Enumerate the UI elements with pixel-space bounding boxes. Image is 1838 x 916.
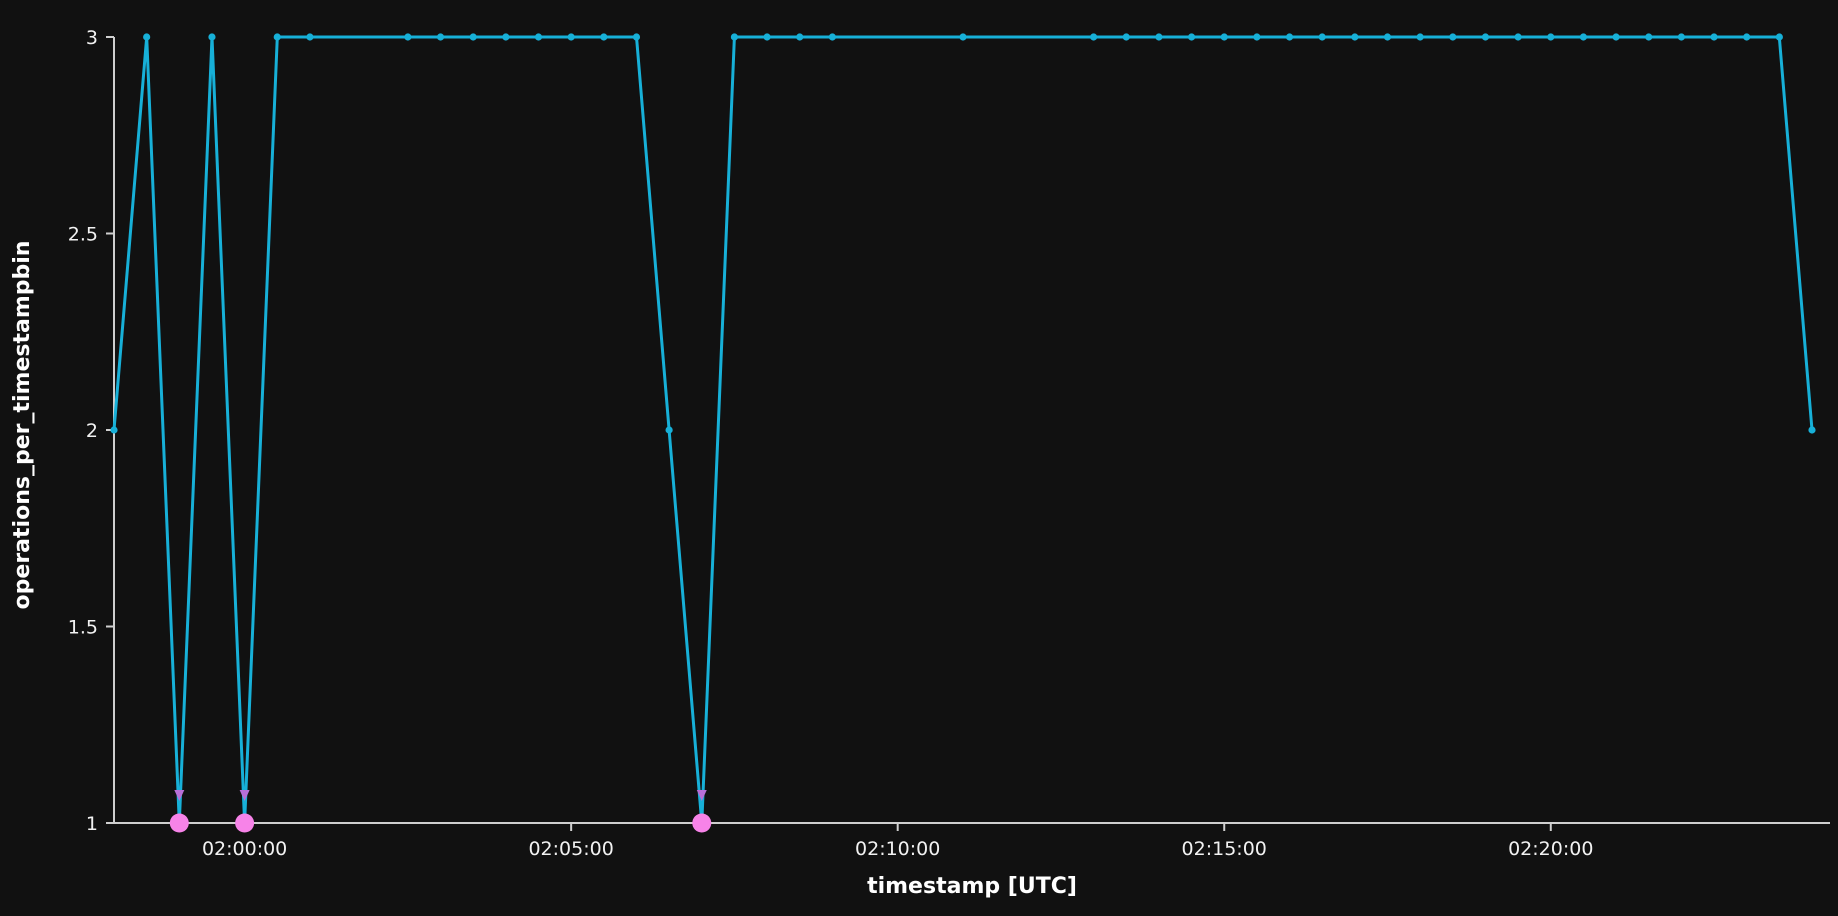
data-point <box>273 33 281 41</box>
data-point <box>110 426 118 434</box>
data-point <box>828 33 836 41</box>
x-tick-label: 02:00:00 <box>202 838 287 860</box>
series-points <box>110 33 1816 827</box>
y-tick-label: 1 <box>86 813 98 835</box>
data-point <box>1743 33 1751 41</box>
data-point <box>1351 33 1359 41</box>
x-tick-label: 02:10:00 <box>855 838 940 860</box>
data-point <box>1253 33 1261 41</box>
data-point <box>502 33 510 41</box>
data-point <box>1383 33 1392 41</box>
data-point <box>600 33 608 41</box>
data-point <box>208 33 216 41</box>
data-point <box>534 33 543 41</box>
x-ticks: 02:00:00 02:05:00 02:10:00 02:15:00 02:20:00 <box>202 823 1593 860</box>
data-point <box>632 33 641 41</box>
data-point <box>143 33 151 41</box>
x-axis-title: timestamp [UTC] <box>867 874 1077 899</box>
data-point <box>1090 33 1098 41</box>
axes <box>113 37 1830 824</box>
series-line <box>112 35 1814 825</box>
data-point <box>1808 426 1816 434</box>
data-point <box>567 33 575 41</box>
data-point <box>469 33 477 41</box>
anomaly-arrow <box>174 790 185 801</box>
data-point <box>404 33 412 41</box>
data-point <box>1677 33 1685 41</box>
data-point <box>306 33 314 41</box>
data-point <box>1220 33 1228 41</box>
data-point <box>1318 33 1326 41</box>
data-point <box>1481 33 1490 41</box>
x-tick-label: 02:20:00 <box>1508 838 1593 860</box>
data-point <box>730 33 739 41</box>
data-point <box>1187 33 1196 41</box>
y-ticks: 1 1.5 2 2.5 3 <box>68 27 114 835</box>
data-point <box>1547 33 1555 41</box>
data-point <box>959 33 967 41</box>
anomaly-point <box>169 813 189 833</box>
data-point <box>1285 33 1294 41</box>
anomaly-markers <box>169 790 712 833</box>
data-point <box>1579 33 1588 41</box>
y-axis-title: operations_per_timestampbin <box>10 241 35 610</box>
anomaly-arrow <box>239 790 250 801</box>
data-point <box>1775 33 1783 41</box>
data-point <box>665 426 673 434</box>
y-tick-label: 2 <box>86 420 98 442</box>
anomaly-point <box>235 813 255 833</box>
data-point <box>436 33 445 41</box>
data-point <box>1416 33 1424 41</box>
data-point <box>1710 33 1718 41</box>
x-tick-label: 02:15:00 <box>1182 838 1267 860</box>
data-point <box>1122 33 1130 41</box>
anomaly-arrow <box>696 790 707 801</box>
y-tick-label: 3 <box>86 27 98 49</box>
data-point <box>1449 33 1457 41</box>
y-tick-label: 2.5 <box>68 224 98 246</box>
x-tick-label: 02:05:00 <box>528 838 613 860</box>
y-tick-label: 1.5 <box>68 617 98 639</box>
data-point <box>1612 33 1620 41</box>
data-point <box>1514 33 1522 41</box>
data-point <box>763 33 771 41</box>
data-point <box>796 33 804 41</box>
data-point <box>1645 33 1653 41</box>
data-point <box>1155 33 1163 41</box>
anomaly-point <box>692 813 712 833</box>
